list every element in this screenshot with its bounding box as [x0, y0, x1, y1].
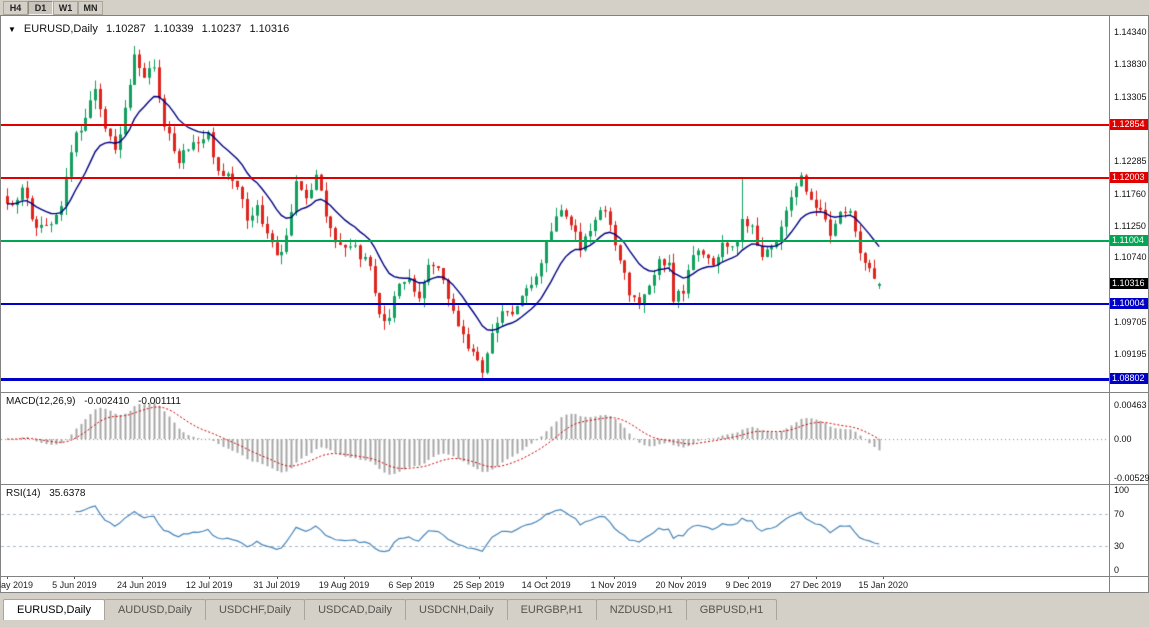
price-badge-support-blue-upper: 1.10004 — [1110, 297, 1148, 309]
date-axis-label: 14 Oct 2019 — [521, 580, 571, 590]
chart-symbol-label: EURUSD,Daily — [23, 23, 98, 35]
price-axis-tick: 1.11250 — [1114, 220, 1146, 231]
date-axis-label: 27 Dec 2019 — [790, 580, 842, 590]
symbol-tab-bar: EURUSD,Daily AUDUSD,Daily USDCHF,Daily USDC… — [0, 593, 1149, 627]
macd-axis-tick: -0.00529 — [1114, 473, 1149, 483]
pane-divider-macd[interactable] — [1, 392, 1148, 393]
date-axis-label: 20 Nov 2019 — [655, 580, 707, 590]
date-axis-tick — [74, 576, 76, 579]
rsi-axis-tick: 30 — [1114, 541, 1125, 551]
date-axis-tick — [613, 576, 615, 579]
date-axis-tick — [209, 576, 211, 579]
timeframe-toolbar: H4 D1 W1 MN — [0, 0, 1149, 15]
date-axis-tick — [141, 576, 143, 579]
price-badge-resistance-lower: 1.12003 — [1110, 172, 1148, 184]
date-axis-label: 25 Sep 2019 — [453, 580, 505, 590]
price-chart-canvas[interactable] — [1, 16, 1109, 392]
rsi-label: RSI(14) — [6, 488, 41, 499]
macd-axis-tick: 0.00 — [1114, 434, 1132, 445]
timeframe-button-mn[interactable]: MN — [78, 1, 103, 15]
price-badge-support-blue-lower: 1.08802 — [1110, 372, 1148, 384]
date-axis-label: 31 Jul 2019 — [253, 580, 300, 590]
rsi-header: RSI(14) 35.6378 — [6, 488, 85, 499]
chart-title: ▼ EURUSD,Daily 1.10287 1.10339 1.10237 1.… — [8, 23, 289, 35]
chart-tab-nzdusd-h1[interactable]: NZDUSD,H1 — [595, 599, 687, 620]
date-axis-tick — [546, 576, 548, 579]
ohlc-open: 1.10287 — [105, 23, 146, 35]
timeframe-button-d1[interactable]: D1 — [28, 1, 53, 15]
chart-tab-gbpusd-h1[interactable]: GBPUSD,H1 — [685, 599, 778, 620]
price-badge-resistance-upper: 1.12854 — [1110, 119, 1148, 131]
price-axis-tick: 1.13830 — [1114, 59, 1147, 70]
timeframe-button-h4[interactable]: H4 — [3, 1, 28, 15]
date-axis-label: 5 Jun 2019 — [52, 580, 97, 590]
date-axis-tick — [883, 576, 885, 579]
rsi-axis-tick: 100 — [1114, 485, 1130, 495]
macd-signal-value: -0.001111 — [138, 396, 181, 407]
date-axis-tick — [344, 576, 345, 579]
price-axis-tick: 1.09195 — [1114, 349, 1147, 360]
timeframe-button-w1[interactable]: W1 — [53, 1, 78, 15]
rsi-axis-tick: 0 — [1114, 565, 1120, 575]
date-axis-label: 19 Aug 2019 — [318, 580, 370, 590]
chart-tab-usdcnh-daily[interactable]: USDCNH,Daily — [405, 599, 508, 620]
ohlc-high: 1.10339 — [153, 23, 194, 35]
date-axis-tick — [478, 576, 480, 579]
macd-axis-tick: 0.00463 — [1114, 400, 1147, 410]
date-axis-label: 1 Nov 2019 — [590, 580, 637, 590]
chart-tab-usdcad-daily[interactable]: USDCAD,Daily — [304, 599, 407, 620]
date-axis-tick — [411, 576, 413, 579]
rsi-indicator-canvas[interactable] — [1, 485, 1109, 576]
pane-divider-dates — [1, 576, 1148, 577]
date-axis-label: 15 Jan 2020 — [858, 580, 908, 590]
price-axis-tick: 1.10740 — [1114, 252, 1147, 263]
price-badge-support-green: 1.11004 — [1110, 234, 1148, 246]
hline-resistance-upper[interactable] — [1, 124, 1109, 127]
macd-label: MACD(12,26,9) — [6, 396, 76, 407]
date-axis-label: 6 Sep 2019 — [388, 580, 435, 590]
current-price-badge: 1.10316 — [1110, 278, 1148, 290]
date-axis-label: 12 Jul 2019 — [185, 580, 233, 590]
chart-tab-audusd-daily[interactable]: AUDUSD,Daily — [103, 599, 206, 620]
rsi-value: 35.6378 — [49, 488, 86, 499]
price-axis-tick: 1.11760 — [1114, 188, 1146, 199]
date-axis-tick — [815, 576, 817, 579]
hline-support-blue-lower[interactable] — [1, 377, 1109, 381]
date-axis-tick — [681, 576, 682, 579]
date-axis-label: 24 Jun 2019 — [117, 580, 167, 590]
chart-dropdown-icon[interactable]: ▼ — [8, 25, 16, 34]
ohlc-close: 1.10316 — [249, 23, 290, 35]
rsi-axis-tick: 70 — [1114, 509, 1125, 519]
price-axis-tick: 1.09705 — [1114, 317, 1147, 328]
date-axis-label: 17 May 2019 — [0, 580, 34, 590]
hline-support-green[interactable] — [1, 239, 1109, 242]
macd-header: MACD(12,26,9) -0.002410 -0.001111 — [6, 396, 181, 407]
ohlc-low: 1.10237 — [201, 23, 242, 35]
hline-resistance-lower[interactable] — [1, 177, 1109, 180]
chart-tab-eurgbp-h1[interactable]: EURGBP,H1 — [506, 599, 597, 620]
date-axis-label: 9 Dec 2019 — [725, 580, 772, 590]
chart-tab-usdchf-daily[interactable]: USDCHF,Daily — [204, 599, 306, 620]
price-axis-tick: 1.13305 — [1114, 92, 1147, 103]
price-axis-separator — [1109, 16, 1110, 592]
macd-indicator-canvas[interactable] — [1, 393, 1109, 484]
date-axis-tick — [7, 576, 8, 579]
hline-support-blue-upper[interactable] — [1, 302, 1109, 305]
pane-divider-rsi[interactable] — [1, 484, 1148, 485]
date-axis-tick — [276, 576, 278, 579]
price-axis-tick: 1.12285 — [1114, 155, 1147, 166]
chart-window: ▼ EURUSD,Daily 1.10287 1.10339 1.10237 1.… — [0, 15, 1149, 593]
chart-tab-eurusd-daily[interactable]: EURUSD,Daily — [3, 599, 105, 620]
date-axis-tick — [748, 576, 750, 579]
macd-main-value: -0.002410 — [84, 396, 130, 407]
price-axis-tick: 1.14340 — [1114, 27, 1147, 38]
